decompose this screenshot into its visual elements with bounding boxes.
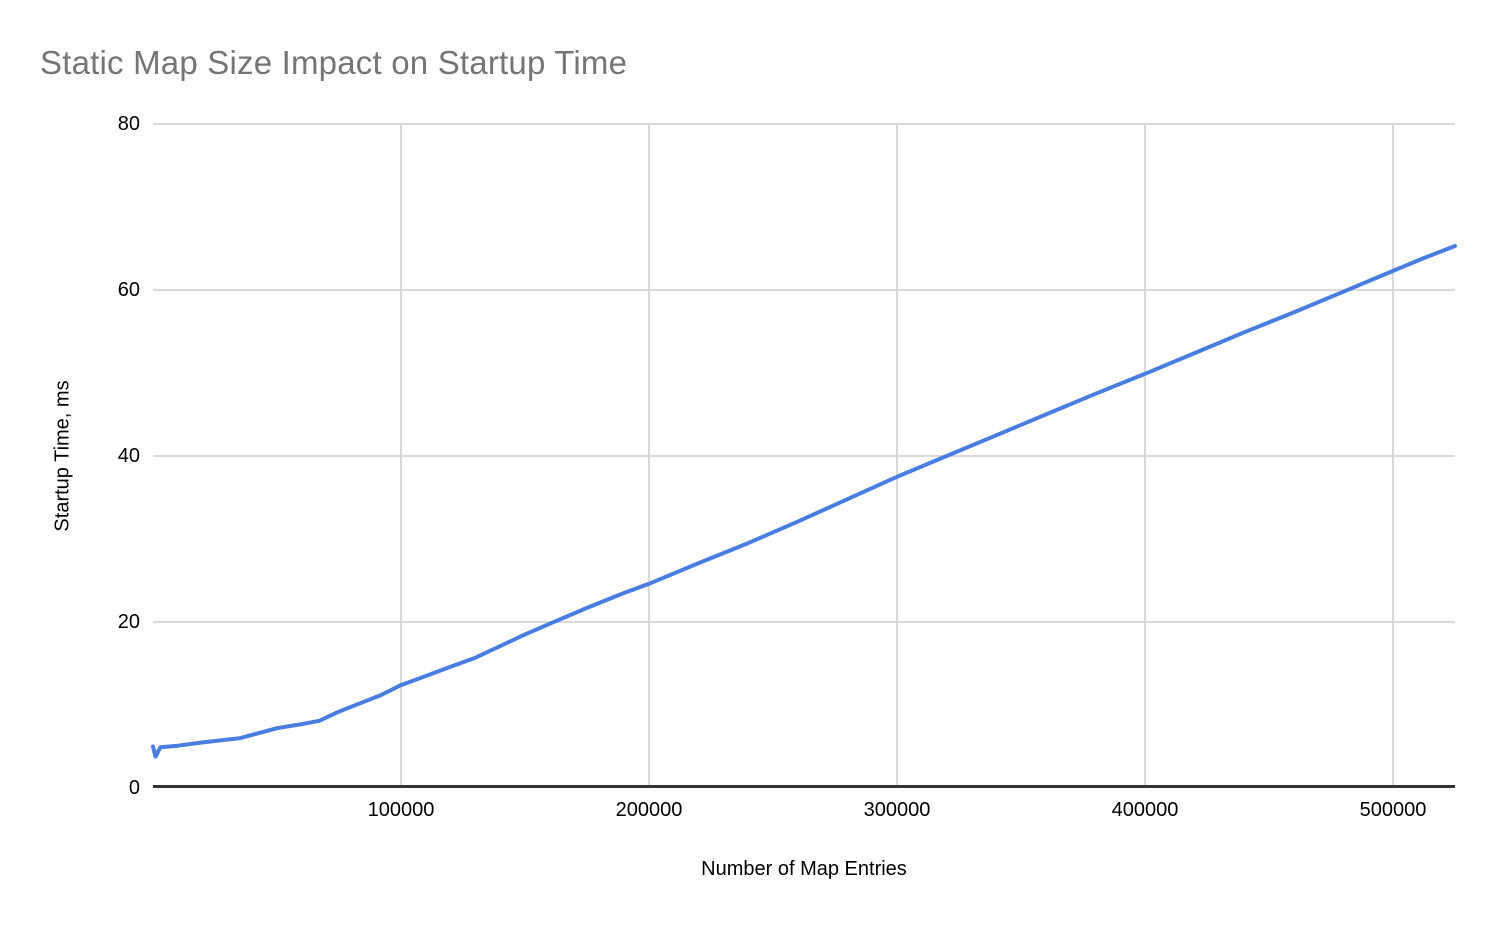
y-tick-label: 40 [117,445,140,467]
chart-title: Static Map Size Impact on Startup Time [40,44,628,81]
line-chart-svg [151,123,1457,788]
x-tick-label: 400000 [1111,799,1179,821]
series-line [151,244,1457,759]
y-tick-label: 0 [128,777,140,799]
y-tick-label: 20 [117,611,140,633]
x-tick-label: 500000 [1359,799,1427,821]
x-tick-label: 200000 [615,799,683,821]
plot-area [151,123,1457,788]
y-tick-label: 80 [117,113,140,135]
y-tick-label: 60 [117,279,140,301]
x-tick-label: 300000 [863,799,931,821]
x-tick-label: 100000 [367,799,435,821]
x-axis-title: Number of Map Entries [701,858,907,880]
